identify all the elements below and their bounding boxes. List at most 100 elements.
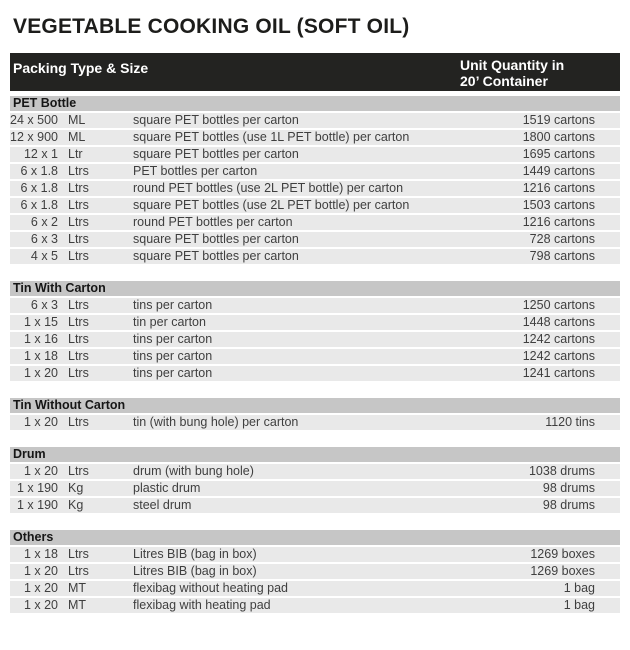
cell-description: tin (with bung hole) per carton <box>133 415 299 429</box>
cell-size: 1 x 20 <box>23 598 58 612</box>
cell-size: 12 x 900 <box>10 130 58 144</box>
table-section: PET Bottle 24 x 500 ML square PET bottle… <box>10 96 620 264</box>
cell-unit: Ltrs <box>68 349 89 363</box>
cell-quantity: 1800 cartons <box>522 130 595 144</box>
table-row: 6 x 1.8 Ltrs round PET bottles (use 2L P… <box>10 181 620 196</box>
table-row: 1 x 15 Ltrs tin per carton 1448 cartons <box>10 315 620 330</box>
section-header: PET Bottle <box>10 96 620 111</box>
table-section: Tin Without Carton 1 x 20 Ltrs tin (with… <box>10 398 620 430</box>
section-header: Tin Without Carton <box>10 398 620 413</box>
cell-size: 4 x 5 <box>30 249 58 263</box>
cell-quantity: 1269 boxes <box>530 564 595 578</box>
section-rows: 1 x 20 Ltrs tin (with bung hole) per car… <box>10 415 620 430</box>
table-row: 4 x 5 Ltrs square PET bottles per carton… <box>10 249 620 264</box>
cell-size: 1 x 20 <box>23 564 58 578</box>
cell-unit: Ltrs <box>68 232 89 246</box>
table-row: 1 x 20 Ltrs drum (with bung hole) 1038 d… <box>10 464 620 479</box>
section-rows: 24 x 500 ML square PET bottles per carto… <box>10 113 620 264</box>
cell-size: 6 x 1.8 <box>20 181 58 195</box>
cell-quantity: 1120 tins <box>545 415 595 429</box>
table-row: 24 x 500 ML square PET bottles per carto… <box>10 113 620 128</box>
cell-size: 24 x 500 <box>10 113 58 127</box>
section-rows: 1 x 20 Ltrs drum (with bung hole) 1038 d… <box>10 464 620 513</box>
table-row: 6 x 3 Ltrs square PET bottles per carton… <box>10 232 620 247</box>
section-title: Others <box>13 530 54 544</box>
cell-size: 1 x 20 <box>23 464 58 478</box>
cell-size: 1 x 190 <box>16 498 58 512</box>
cell-unit: Ltrs <box>68 464 89 478</box>
cell-description: tins per carton <box>133 332 213 346</box>
cell-unit: Ltrs <box>68 547 89 561</box>
cell-description: drum (with bung hole) <box>133 464 254 478</box>
section-header: Tin With Carton <box>10 281 620 296</box>
cell-size: 12 x 1 <box>23 147 58 161</box>
cell-unit: Ltrs <box>68 181 89 195</box>
cell-description: tins per carton <box>133 349 213 363</box>
cell-description: steel drum <box>133 498 192 512</box>
cell-size: 6 x 1.8 <box>20 198 58 212</box>
cell-size: 1 x 16 <box>23 332 58 346</box>
cell-unit: ML <box>68 130 86 144</box>
cell-size: 1 x 18 <box>23 349 58 363</box>
cell-quantity: 1242 cartons <box>522 349 595 363</box>
cell-description: round PET bottles (use 2L PET bottle) pe… <box>133 181 404 195</box>
cell-unit: Ltrs <box>68 298 89 312</box>
cell-description: tins per carton <box>133 298 213 312</box>
cell-quantity: 1695 cartons <box>522 147 595 161</box>
cell-size: 6 x 3 <box>30 298 58 312</box>
table-row: 1 x 20 MT flexibag without heating pad 1… <box>10 581 620 596</box>
cell-unit: Ltrs <box>68 332 89 346</box>
section-title: PET Bottle <box>13 96 77 110</box>
cell-quantity: 1241 cartons <box>522 366 595 380</box>
cell-quantity: 1503 cartons <box>522 198 595 212</box>
table-row: 6 x 1.8 Ltrs square PET bottles (use 2L … <box>10 198 620 213</box>
table-section: Tin With Carton 6 x 3 Ltrs tins per cart… <box>10 281 620 381</box>
cell-description: tin per carton <box>133 315 206 329</box>
section-header: Drum <box>10 447 620 462</box>
section-title: Drum <box>13 447 46 461</box>
cell-unit: Ltrs <box>68 415 89 429</box>
cell-unit: MT <box>68 598 87 612</box>
cell-description: plastic drum <box>133 481 201 495</box>
cell-description: square PET bottles per carton <box>133 249 299 263</box>
section-title: Tin With Carton <box>13 281 106 295</box>
cell-quantity: 1038 drums <box>528 464 595 478</box>
cell-description: round PET bottles per carton <box>133 215 293 229</box>
table-row: 1 x 18 Ltrs tins per carton 1242 cartons <box>10 349 620 364</box>
cell-unit: Ltrs <box>68 215 89 229</box>
cell-size: 6 x 2 <box>30 215 58 229</box>
quantity-col-header: Unit Quantity in 20’ Container <box>460 57 564 89</box>
table-row: 12 x 1 Ltr square PET bottles per carton… <box>10 147 620 162</box>
table-row: 1 x 190 Kg plastic drum 98 drums <box>10 481 620 496</box>
cell-quantity: 1 bag <box>563 598 595 612</box>
cell-quantity: 1448 cartons <box>522 315 595 329</box>
table-row: 1 x 16 Ltrs tins per carton 1242 cartons <box>10 332 620 347</box>
cell-description: square PET bottles per carton <box>133 113 299 127</box>
cell-description: tins per carton <box>133 366 213 380</box>
cell-unit: Ltrs <box>68 198 89 212</box>
cell-quantity: 1216 cartons <box>522 215 595 229</box>
cell-size: 1 x 20 <box>23 415 58 429</box>
cell-description: Litres BIB (bag in box) <box>133 547 257 561</box>
cell-size: 1 x 20 <box>23 366 58 380</box>
cell-size: 1 x 190 <box>16 481 58 495</box>
table-row: 1 x 190 Kg steel drum 98 drums <box>10 498 620 513</box>
section-rows: 6 x 3 Ltrs tins per carton 1250 cartons … <box>10 298 620 381</box>
cell-size: 1 x 18 <box>23 547 58 561</box>
table-row: 6 x 2 Ltrs round PET bottles per carton … <box>10 215 620 230</box>
table-row: 1 x 18 Ltrs Litres BIB (bag in box) 1269… <box>10 547 620 562</box>
cell-quantity: 1242 cartons <box>522 332 595 346</box>
cell-quantity: 728 cartons <box>529 232 595 246</box>
table-row: 6 x 3 Ltrs tins per carton 1250 cartons <box>10 298 620 313</box>
quantity-col-header-line2: 20’ Container <box>460 73 548 89</box>
cell-unit: ML <box>68 113 86 127</box>
cell-unit: Ltr <box>68 147 83 161</box>
table-row: 1 x 20 Ltrs Litres BIB (bag in box) 1269… <box>10 564 620 579</box>
cell-description: PET bottles per carton <box>133 164 258 178</box>
cell-size: 1 x 20 <box>23 581 58 595</box>
table-row: 1 x 20 MT flexibag with heating pad 1 ba… <box>10 598 620 613</box>
cell-unit: Ltrs <box>68 315 89 329</box>
table-header-bar: Packing Type & Size Unit Quantity in 20’… <box>10 53 620 91</box>
table-row: 6 x 1.8 Ltrs PET bottles per carton 1449… <box>10 164 620 179</box>
